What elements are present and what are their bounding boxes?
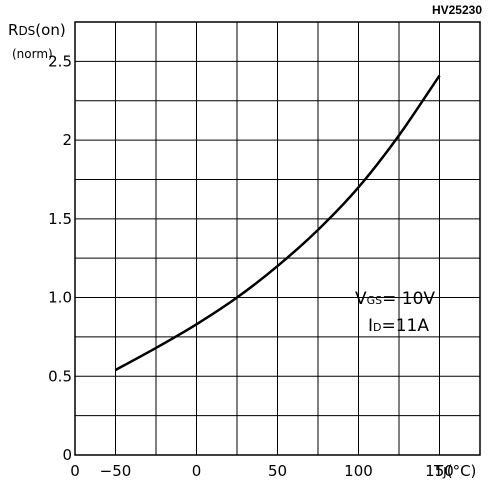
x-tick-label: 0 <box>70 462 80 480</box>
y-tick-labels: 0 0.5 1.0 1.5 2 2.5 <box>48 52 72 464</box>
y-tick-label: 2 <box>62 131 72 149</box>
x-tick-label: 50 <box>268 462 287 480</box>
chart-code: HV25230 <box>432 3 482 17</box>
y-tick-label: 0 <box>62 446 72 464</box>
annotation-vgs: VGS= 10V <box>355 289 435 309</box>
annotation-vgs-sub: GS <box>367 294 383 307</box>
series-line <box>114 74 441 372</box>
y-tick-label: 1.0 <box>48 289 72 307</box>
x-tick-label: 150 <box>425 462 454 480</box>
x-tick-label: −50 <box>100 462 132 480</box>
annotation-id-value: =11A <box>382 316 430 336</box>
y-tick-label: 1.5 <box>48 210 72 228</box>
y-axis-label: RDS(on) <box>8 21 66 39</box>
y-tick-label: 0.5 <box>48 367 72 385</box>
x-tick-label: 0 <box>192 462 202 480</box>
x-tick-label: 100 <box>344 462 373 480</box>
y-tick-label: 2.5 <box>48 52 72 70</box>
annotation-id-sub: D <box>373 321 381 334</box>
annotation-id-main: I <box>368 316 373 336</box>
x-axis-label-sub: J <box>442 465 447 479</box>
y-axis-label-sub: DS <box>18 24 35 38</box>
x-axis-label: TJ(°C) <box>433 462 476 480</box>
y-axis-label-line2: (norm) <box>12 47 53 61</box>
x-axis-label-main: T <box>433 462 444 480</box>
annotation-vgs-value: = 10V <box>382 289 435 309</box>
y-axis-label-main: R <box>8 21 18 39</box>
plot-frame <box>74 21 481 456</box>
x-axis-label-tail: (°C) <box>447 462 477 480</box>
y-axis-label-tail: (on) <box>35 21 65 39</box>
x-tick-labels: 0 −50 0 50 100 150 <box>70 462 454 480</box>
grid-lines <box>75 22 480 455</box>
annotation-vgs-main: V <box>355 289 367 309</box>
annotation-id: ID=11A <box>368 316 429 336</box>
